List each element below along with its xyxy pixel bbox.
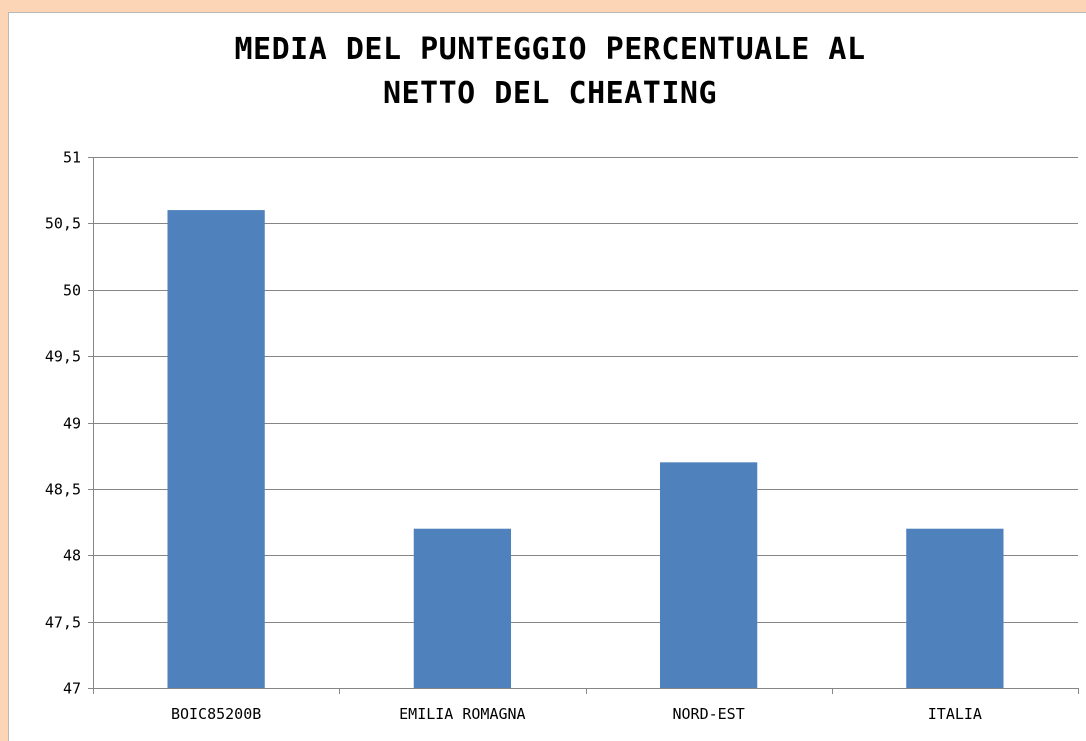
bar-boic85200b bbox=[167, 210, 265, 688]
bar-italia bbox=[906, 528, 1004, 688]
chart-title-line-2: NETTO DEL CHEATING bbox=[382, 76, 718, 111]
x-tick-label: BOIC85200B bbox=[171, 705, 261, 723]
y-tick-label: 48,5 bbox=[45, 481, 81, 499]
y-tick-label: 49,5 bbox=[45, 348, 81, 366]
y-tick-label: 47,5 bbox=[45, 614, 81, 632]
x-tick-label: NORD-EST bbox=[673, 705, 745, 723]
x-tick-label: EMILIA ROMAGNA bbox=[399, 705, 525, 723]
chart-title: MEDIA DEL PUNTEGGIO PERCENTUALE AL NETTO… bbox=[0, 28, 1086, 116]
y-tick-label: 47 bbox=[63, 680, 81, 698]
y-tick-label: 51 bbox=[63, 149, 81, 167]
y-tick-label: 49 bbox=[63, 415, 81, 433]
x-tick-label: ITALIA bbox=[928, 705, 982, 723]
chart-title-line-1: MEDIA DEL PUNTEGGIO PERCENTUALE AL bbox=[234, 32, 866, 67]
y-tick-label: 50,5 bbox=[45, 215, 81, 233]
bar-nord-est bbox=[659, 462, 758, 688]
bar-emilia-romagna bbox=[413, 528, 512, 688]
y-tick-label: 50 bbox=[63, 282, 81, 300]
y-tick-label: 48 bbox=[63, 547, 81, 565]
